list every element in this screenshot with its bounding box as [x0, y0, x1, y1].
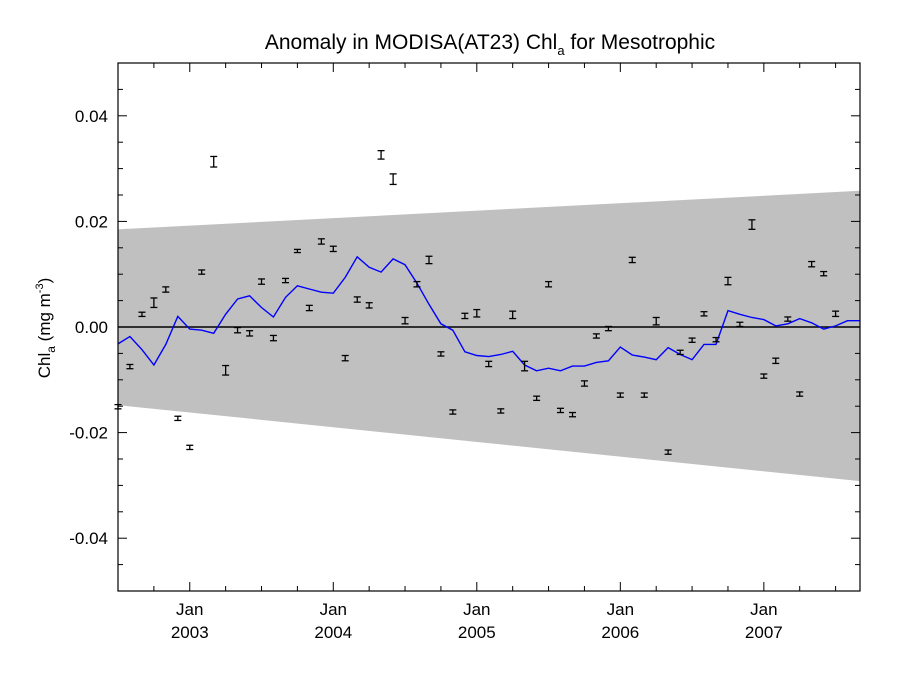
y-tick-label: 0.00: [75, 318, 108, 337]
data-point: [317, 238, 325, 245]
data-point: [377, 149, 385, 160]
data-point: [246, 330, 254, 337]
data-point: [210, 155, 218, 168]
data-point: [461, 312, 469, 320]
data-point: [569, 411, 577, 418]
x-tick-label-year: 2004: [314, 623, 352, 642]
data-point: [162, 286, 170, 293]
data-point: [222, 364, 230, 376]
data-point: [150, 297, 158, 309]
data-point: [676, 349, 684, 356]
data-point: [628, 256, 636, 264]
x-tick-label-month: Jan: [750, 600, 777, 619]
data-point: [425, 255, 433, 265]
data-point: [365, 302, 373, 309]
y-tick-label: -0.04: [69, 529, 108, 548]
data-point: [652, 316, 660, 326]
data-point: [580, 380, 588, 387]
data-point: [234, 326, 242, 334]
y-tick-label: 0.04: [75, 107, 108, 126]
data-point: [784, 316, 792, 322]
confidence-band: [118, 190, 860, 482]
data-point: [533, 395, 541, 402]
data-point: [341, 354, 349, 362]
data-point: [305, 304, 313, 312]
data-point: [748, 219, 756, 230]
data-point: [497, 408, 505, 414]
data-point: [293, 248, 301, 254]
data-point: [796, 391, 804, 397]
y-tick-label: -0.02: [69, 424, 108, 443]
data-point: [724, 276, 732, 286]
data-point: [604, 325, 612, 332]
data-point: [437, 351, 445, 357]
data-point: [329, 245, 337, 253]
data-point: [174, 415, 182, 422]
data-point: [592, 333, 600, 339]
x-tick-label-year: 2006: [601, 623, 639, 642]
x-tick-label-month: Jan: [320, 600, 347, 619]
data-point: [186, 444, 194, 451]
data-point: [198, 269, 206, 275]
y-tick-label: 0.02: [75, 212, 108, 231]
data-point: [820, 270, 828, 277]
data-point: [281, 277, 289, 284]
data-point: [616, 392, 624, 398]
data-point: [521, 360, 529, 372]
data-point: [126, 363, 134, 370]
x-tick-label-year: 2003: [171, 623, 209, 642]
data-point: [258, 278, 266, 285]
data-point: [401, 316, 409, 325]
chart-title: Anomaly in MODISA(AT23) Chla for Mesotro…: [265, 31, 715, 58]
data-point: [772, 357, 780, 365]
x-tick-label-month: Jan: [607, 600, 634, 619]
data-point: [556, 407, 564, 414]
data-point: [832, 310, 840, 318]
data-point: [509, 310, 517, 320]
data-point: [389, 173, 397, 186]
data-point: [712, 336, 720, 343]
x-tick-label-year: 2007: [745, 623, 783, 642]
data-point: [413, 280, 421, 288]
series-line: [117, 255, 860, 372]
data-point: [269, 334, 277, 342]
data-point: [760, 373, 768, 379]
data-point: [353, 296, 361, 303]
data-point: [736, 321, 744, 328]
y-axis-label: Chla (mg m-3): [34, 278, 58, 379]
data-point: [808, 260, 816, 268]
x-tick-label-month: Jan: [463, 600, 490, 619]
plot-area: -0.04 -0.02 0.00 0.02 0.04 Jan 2003 Jan 2004 Jan 2…: [69, 62, 861, 642]
x-tick-label-year: 2005: [458, 623, 496, 642]
data-point: [664, 449, 672, 455]
data-point: [688, 337, 696, 343]
data-point: [473, 308, 481, 318]
data-point: [700, 311, 708, 317]
data-point: [545, 280, 553, 288]
data-point: [138, 311, 146, 318]
data-point: [640, 392, 648, 398]
x-tick-label-month: Jan: [176, 600, 203, 619]
data-point: [449, 409, 457, 415]
data-point: [485, 360, 493, 368]
